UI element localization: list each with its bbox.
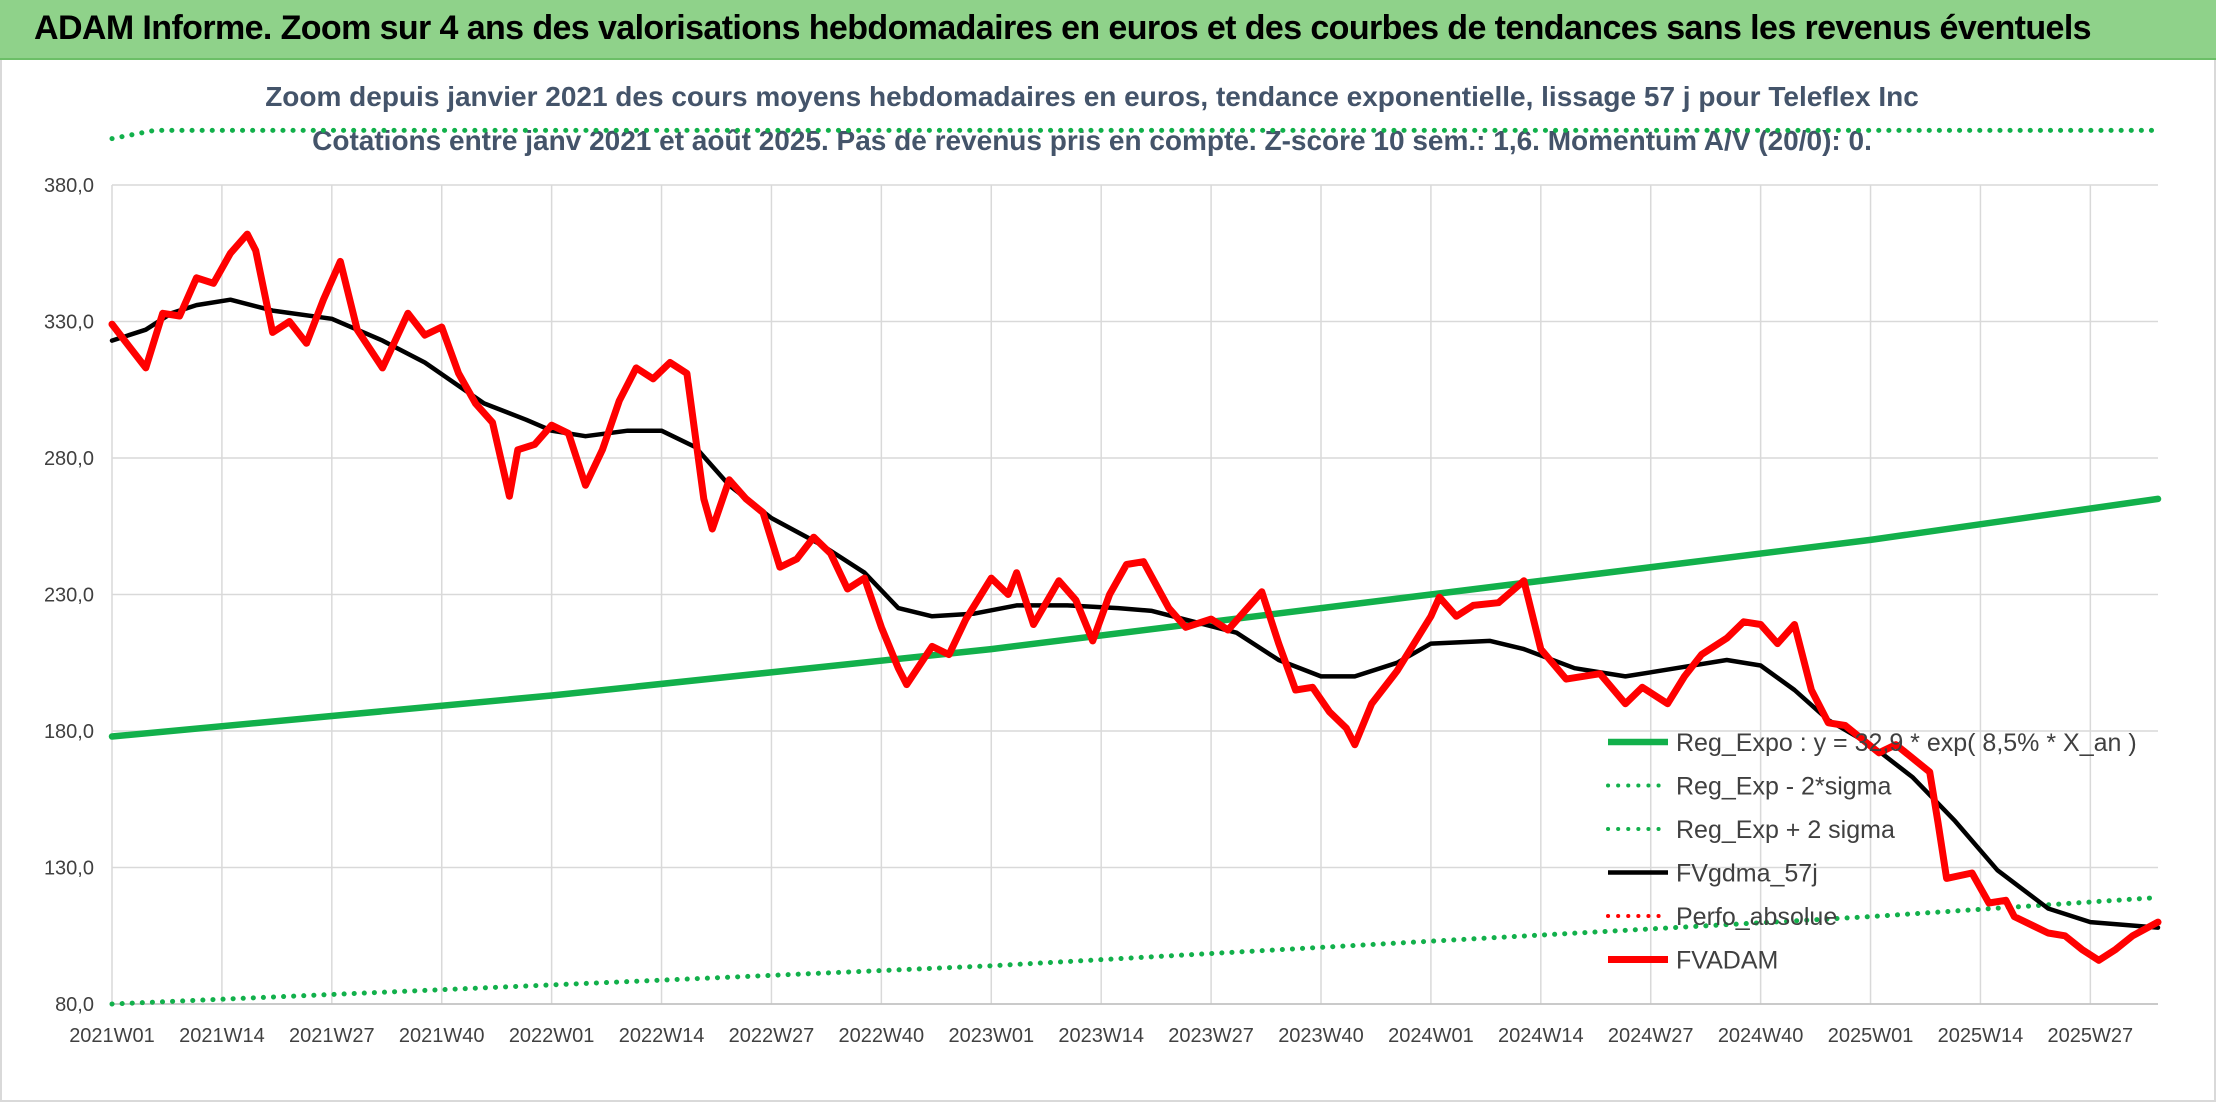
y-tick-label: 380,0 — [44, 175, 94, 197]
x-axis: 2021W01 2021W14 2021W27 2021W40 2022W01 2022W… — [69, 1003, 2158, 1047]
legend-label: Reg_Expo : y = 32,9 * exp( 8,5% * X_an ) — [1676, 729, 2137, 757]
report-title: ADAM Informe. Zoom sur 4 ans des valoris… — [34, 9, 2092, 47]
x-tick-label: 2024W27 — [1608, 1025, 1694, 1047]
legend-label: Perfo_absolue — [1676, 903, 1837, 931]
legend-label: Reg_Exp - 2*sigma — [1676, 773, 1891, 801]
subtitle-background — [342, 60, 1842, 184]
y-tick-label: 180,0 — [44, 721, 94, 743]
x-tick-label: 2024W40 — [1718, 1025, 1804, 1047]
y-tick-label: 130,0 — [44, 858, 94, 880]
series-line-2 — [109, 127, 2161, 142]
x-tick-label: 2024W01 — [1388, 1025, 1474, 1047]
x-tick-label: 2022W01 — [509, 1025, 595, 1047]
x-tick-label: 2021W14 — [179, 1025, 265, 1047]
x-tick-label: 2021W27 — [289, 1025, 375, 1047]
x-tick-label: 2025W01 — [1828, 1025, 1914, 1047]
x-tick-label: 2022W27 — [729, 1025, 815, 1047]
y-tick-label: 280,0 — [44, 448, 94, 470]
x-tick-label: 2022W40 — [839, 1025, 925, 1047]
legend: Reg_Expo : y = 32,9 * exp( 8,5% * X_an )… — [1606, 729, 2137, 975]
x-tick-label: 2023W27 — [1168, 1025, 1254, 1047]
series-line-5 — [108, 230, 2162, 964]
series — [108, 127, 2162, 1007]
chart-svg: 80,0 130,0 180,0 230,0 280,0 330,0 380,0 2021W… — [44, 60, 2162, 1047]
legend-label: FVADAM — [1676, 947, 1778, 975]
x-tick-label: 2023W14 — [1058, 1025, 1144, 1047]
y-axis: 80,0 130,0 180,0 230,0 280,0 330,0 380,0 — [44, 175, 94, 1016]
series-line-3 — [109, 297, 2161, 930]
y-tick-label: 330,0 — [44, 312, 94, 334]
x-tick-label: 2023W40 — [1278, 1025, 1364, 1047]
x-tick-label: 2022W14 — [619, 1025, 705, 1047]
series-line-1 — [109, 895, 2161, 1007]
legend-label: FVgdma_57j — [1676, 860, 1818, 888]
legend-label: Reg_Exp + 2 sigma — [1676, 816, 1895, 844]
chart-subtitle: Zoom depuis janvier 2021 des cours moyen… — [265, 60, 1919, 184]
x-tick-label: 2024W14 — [1498, 1025, 1584, 1047]
series-line-0 — [108, 495, 2162, 740]
x-tick-label: 2021W01 — [69, 1025, 155, 1047]
y-tick-label: 230,0 — [44, 585, 94, 607]
chart-frame: 80,0 130,0 180,0 230,0 280,0 330,0 380,0 2021W… — [0, 60, 2216, 1102]
x-tick-label: 2025W27 — [2048, 1025, 2134, 1047]
x-tick-label: 2021W40 — [399, 1025, 485, 1047]
x-tick-label: 2023W01 — [948, 1025, 1034, 1047]
x-tick-label: 2025W14 — [1938, 1025, 2024, 1047]
grid — [111, 184, 2158, 1005]
y-tick-label: 80,0 — [55, 994, 94, 1016]
report-banner: ADAM Informe. Zoom sur 4 ans des valoris… — [0, 0, 2216, 60]
chart-subtitle-line: Zoom depuis janvier 2021 des cours moyen… — [265, 81, 1919, 112]
